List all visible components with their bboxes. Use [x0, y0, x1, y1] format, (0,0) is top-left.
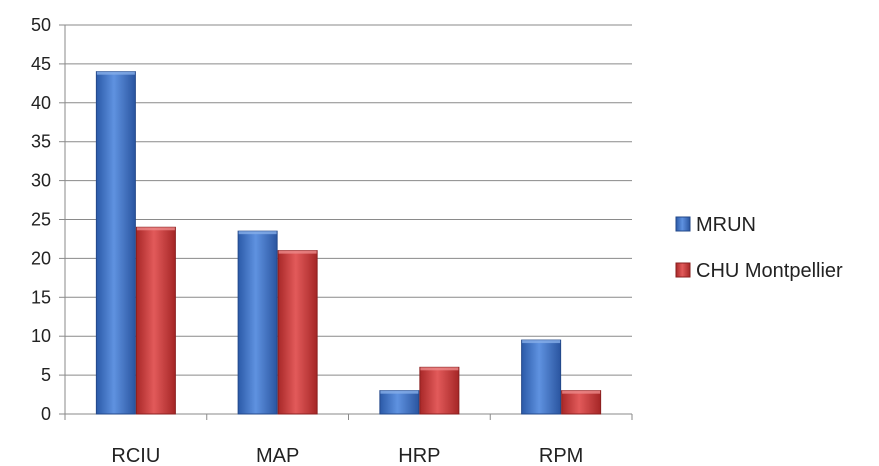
x-category-label: HRP [398, 445, 440, 466]
bar-top-cap [278, 250, 317, 254]
legend-swatch [675, 262, 691, 278]
bar-chu-montpellier-map [277, 250, 318, 415]
y-tick-label: 15 [31, 287, 51, 307]
bar-top-cap [562, 390, 601, 394]
bar-mrun-hrp [379, 390, 420, 415]
bar-mrun-rciu [95, 71, 136, 415]
bar-mrun-rpm [521, 339, 562, 415]
bar-top-cap [380, 390, 419, 394]
bar-top-cap [96, 71, 135, 75]
legend-item-mrun: MRUN [675, 214, 756, 236]
y-tick-label: 0 [41, 404, 51, 424]
y-tick-label: 40 [31, 93, 51, 113]
bar-mrun-map [237, 230, 278, 415]
y-tick-label: 35 [31, 132, 51, 152]
bar-chu-montpellier-hrp [419, 366, 460, 415]
bar-chu-montpellier-rpm [561, 390, 602, 415]
bar-top-cap [136, 227, 175, 231]
y-tick-label: 10 [31, 326, 51, 346]
y-tick-label: 30 [31, 171, 51, 191]
y-tick-label: 5 [41, 365, 51, 385]
y-axis-tick-labels: 0 5 10 15 20 25 30 35 40 45 50 [31, 15, 51, 424]
x-category-label: RCIU [111, 445, 160, 466]
bar-top-cap [522, 340, 561, 344]
legend-label: CHU Montpellier [696, 260, 843, 282]
legend-item-chu-montpellier: CHU Montpellier [675, 260, 843, 282]
legend-label: MRUN [696, 214, 756, 236]
x-category-label: MAP [256, 445, 299, 466]
y-tick-label: 50 [31, 15, 51, 35]
legend: MRUN CHU Montpellier [675, 214, 843, 282]
y-tick-label: 45 [31, 54, 51, 74]
x-axis-category-labels: RCIU MAP HRP RPM [111, 445, 583, 466]
bar-top-cap [420, 367, 459, 371]
bar-top-cap [238, 231, 277, 235]
y-tick-label: 20 [31, 248, 51, 268]
bars [95, 71, 602, 415]
bar-chu-montpellier-rciu [135, 226, 176, 415]
x-category-label: RPM [539, 445, 583, 466]
y-tick-label: 25 [31, 210, 51, 230]
legend-swatch [675, 216, 691, 232]
